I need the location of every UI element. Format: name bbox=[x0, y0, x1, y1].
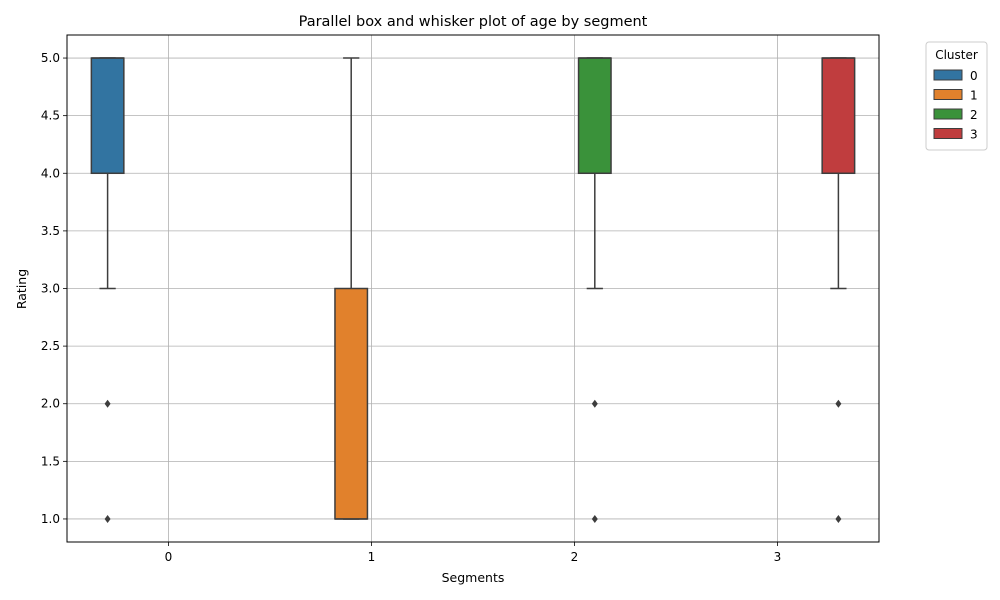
grid-lines bbox=[67, 35, 879, 542]
axis-ticks: 1.0 1.5 2.0 2.5 3.0 3.5 4.0 4.5 5.0 0 1 2 3 bbox=[41, 51, 781, 564]
y-tick-label: 1.0 bbox=[41, 512, 60, 526]
chart-title: Parallel box and whisker plot of age by … bbox=[299, 14, 648, 30]
y-tick-label: 2.5 bbox=[41, 339, 60, 353]
outlier-point bbox=[835, 514, 842, 523]
legend-item-2[interactable]: 2 bbox=[933, 108, 978, 122]
legend-swatch bbox=[933, 108, 963, 120]
y-tick-label: 2.0 bbox=[41, 397, 60, 411]
y-axis-label: Rating bbox=[14, 269, 29, 309]
x-tick-label: 3 bbox=[774, 550, 782, 564]
box-group-3 bbox=[821, 57, 856, 523]
legend-label: 0 bbox=[970, 69, 978, 83]
legend-title: Cluster bbox=[935, 48, 978, 62]
legend-label: 2 bbox=[970, 108, 978, 122]
outlier-point bbox=[835, 399, 842, 408]
x-tick-label: 2 bbox=[571, 550, 579, 564]
x-axis-label: Segments bbox=[442, 570, 505, 585]
y-tick-label: 4.5 bbox=[41, 109, 60, 123]
box-group-0 bbox=[90, 57, 125, 523]
box-iqr bbox=[577, 57, 612, 175]
box-iqr bbox=[90, 57, 125, 175]
outlier-point bbox=[104, 399, 111, 408]
outlier-point bbox=[104, 514, 111, 523]
legend-item-0[interactable]: 0 bbox=[933, 69, 978, 83]
outlier-point bbox=[591, 514, 598, 523]
boxes bbox=[90, 57, 856, 523]
y-tick-label: 4.0 bbox=[41, 166, 60, 180]
legend-item-3[interactable]: 3 bbox=[933, 128, 978, 142]
box-iqr bbox=[821, 57, 856, 175]
y-tick-label: 3.5 bbox=[41, 224, 60, 238]
legend-label: 3 bbox=[970, 128, 978, 142]
outlier-point bbox=[591, 399, 598, 408]
box-iqr bbox=[334, 287, 369, 520]
x-tick-label: 1 bbox=[368, 550, 376, 564]
box-group-2 bbox=[577, 57, 612, 523]
box-group-1 bbox=[334, 57, 369, 520]
legend-swatch bbox=[933, 69, 963, 81]
legend[interactable]: Cluster 0 1 2 3 bbox=[925, 41, 988, 151]
legend-swatch bbox=[933, 128, 963, 139]
y-tick-label: 5.0 bbox=[41, 51, 60, 65]
legend-swatch bbox=[933, 89, 963, 100]
y-tick-label: 1.5 bbox=[41, 454, 60, 468]
legend-item-1[interactable]: 1 bbox=[933, 89, 978, 103]
legend-label: 1 bbox=[970, 89, 978, 103]
x-tick-label: 0 bbox=[165, 550, 173, 564]
y-tick-label: 3.0 bbox=[41, 282, 60, 296]
